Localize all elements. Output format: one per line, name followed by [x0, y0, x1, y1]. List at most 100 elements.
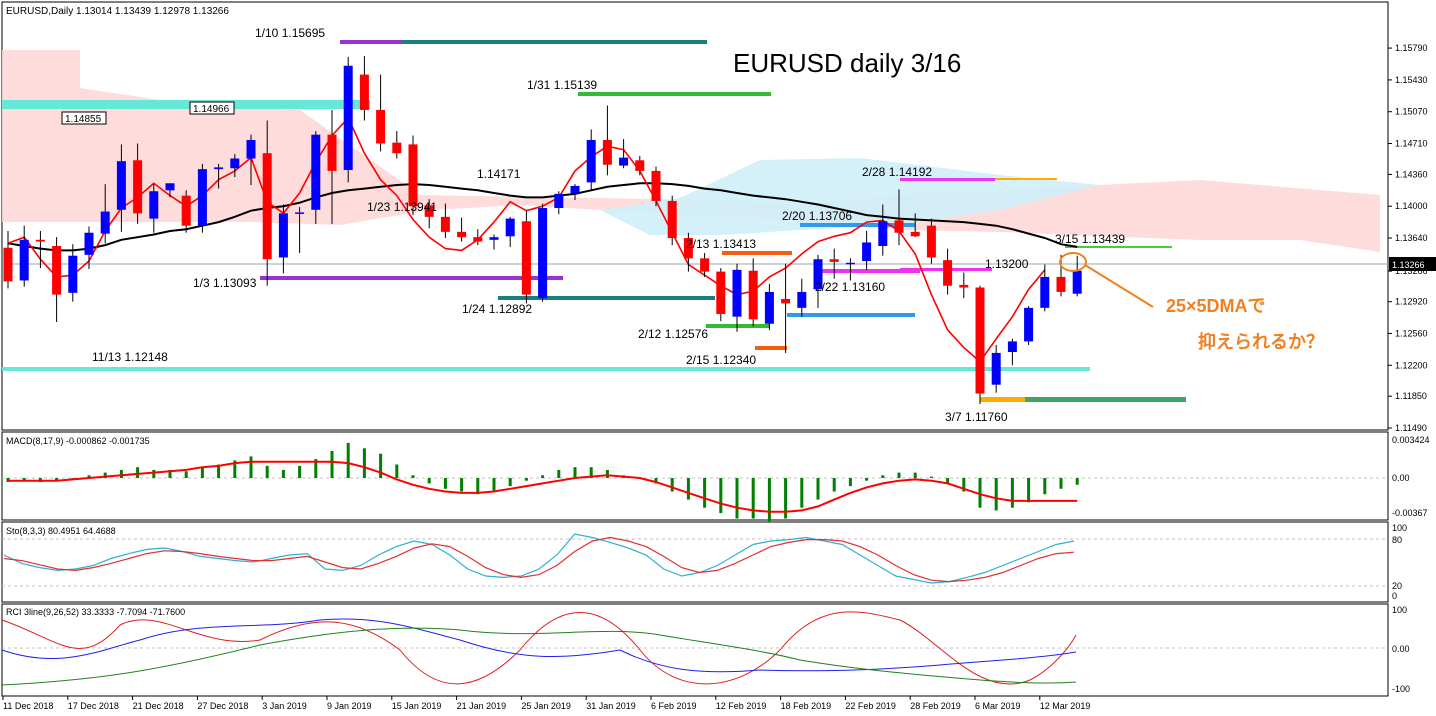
macd-label: MACD(8,17,9) -0.000862 -0.001735 — [6, 436, 150, 446]
candle-body — [311, 134, 321, 210]
price-tick-label: 1.11850 — [1395, 391, 1427, 401]
date-tick-label: 11 Dec 2018 — [3, 701, 53, 711]
support-resistance-lines — [2, 40, 1388, 402]
macd-bar — [87, 475, 91, 478]
candle-body — [959, 284, 969, 288]
annot-2-22: 2/22 1.13160 — [815, 280, 885, 294]
macd-bar — [994, 478, 998, 511]
price-tick-label: 1.12200 — [1395, 360, 1428, 370]
candle-body — [35, 239, 45, 242]
date-axis: 11 Dec 2018 17 Dec 2018 21 Dec 2018 27 Dec … — [2, 696, 1090, 711]
candle-body — [343, 65, 353, 171]
candle-body — [133, 160, 143, 214]
date-tick-label: 28 Feb 2019 — [910, 701, 961, 711]
chart-title: EURUSD daily 3/16 — [733, 48, 961, 78]
candle-body — [586, 139, 596, 183]
candle-body — [68, 255, 78, 293]
macd-bar — [330, 451, 334, 478]
annot-1-24-high: 1.14171 — [477, 167, 521, 181]
rci-label: RCI 3line(9,26,52) 33.3333 -7.7094 -71.7… — [6, 607, 185, 617]
macd-bar — [314, 459, 318, 478]
annot-1-31: 1/31 1.15139 — [527, 78, 597, 92]
sto-pane — [1, 521, 1389, 603]
main-header: EURUSD,Daily 1.13014 1.13439 1.12978 1.1… — [6, 6, 229, 17]
macd-bar — [443, 478, 447, 489]
macd-bar — [719, 478, 723, 514]
annot-2-20: 2/20 1.13706 — [782, 209, 852, 223]
macd-bar — [589, 467, 593, 478]
macd-bar — [816, 478, 820, 500]
macd-bar — [200, 467, 204, 478]
candle-body — [489, 237, 499, 240]
date-tick-label: 22 Feb 2019 — [845, 701, 896, 711]
highlight-circle — [1059, 252, 1087, 272]
candle-body — [52, 245, 62, 295]
candle-body — [149, 191, 159, 219]
candle-body — [327, 134, 337, 171]
date-tick-label: 25 Jan 2019 — [521, 701, 571, 711]
price-tick-label: 1.15430 — [1395, 75, 1428, 85]
stochastic-lines — [3, 533, 1075, 584]
candle-body — [214, 167, 224, 170]
candle-body — [651, 170, 661, 201]
candle-body — [602, 139, 612, 165]
sto-tick: 100 — [1392, 523, 1407, 533]
date-tick-label: 27 Dec 2018 — [197, 701, 248, 711]
annot-2-15: 2/15 1.12340 — [686, 353, 756, 367]
annot-2-12: 2/12 1.12576 — [638, 327, 708, 341]
sto-tick: 0 — [1392, 591, 1397, 601]
annot-1-13200: 1.13200 — [985, 257, 1029, 271]
candle-body — [19, 239, 29, 281]
candle-body — [1072, 270, 1082, 294]
candle-body — [424, 205, 434, 217]
date-tick-label: 21 Dec 2018 — [133, 701, 184, 711]
macd-bar — [55, 478, 59, 481]
annot-2-13: 2/13 1.13413 — [686, 237, 756, 251]
macd-bar — [184, 471, 188, 478]
candle-body — [926, 225, 936, 258]
candle-body — [230, 158, 240, 169]
macd-bar — [913, 472, 917, 478]
rci-tick: 0.00 — [1392, 644, 1410, 654]
candle-body — [165, 183, 175, 191]
rci-tick: -100 — [1392, 684, 1410, 694]
sto-tick: 20 — [1392, 581, 1402, 591]
price-tick-label: 1.15790 — [1395, 43, 1428, 53]
annot-3-7: 3/7 1.11760 — [945, 410, 1008, 424]
macd-bar — [379, 453, 383, 478]
annot-2-28: 2/28 1.14192 — [862, 165, 932, 179]
date-tick-label: 6 Feb 2019 — [651, 701, 697, 711]
macd-bar — [573, 467, 577, 478]
candle-body — [457, 231, 467, 238]
price-box-1-14855: 1.14855 — [61, 111, 107, 125]
price-axis: 1.15790 1.15430 1.15070 1.14710 1.14360 1.140… — [1388, 43, 1428, 433]
date-tick-label: 21 Jan 2019 — [457, 701, 507, 711]
candle-body — [278, 213, 288, 258]
candle-body — [716, 271, 726, 315]
macd-bar — [978, 478, 982, 508]
price-box-label: 1.14855 — [65, 114, 102, 125]
macd-tick: -0.00367 — [1392, 508, 1428, 518]
candle-body — [829, 259, 839, 262]
candle-body — [3, 247, 13, 282]
macd-bar — [767, 478, 771, 522]
note-line-1: 25×5DMAで — [1166, 296, 1266, 316]
price-box-label: 1.14966 — [193, 104, 230, 115]
annot-1-3: 1/3 1.13093 — [193, 276, 257, 290]
macd-histogram — [6, 442, 1079, 522]
macd-tick: 0.003424 — [1392, 435, 1430, 445]
macd-bar — [751, 478, 755, 519]
macd-bar — [22, 478, 26, 481]
macd-bar — [508, 478, 512, 487]
candle-body — [505, 218, 515, 237]
candle-body — [1007, 341, 1017, 353]
macd-bar — [281, 469, 285, 478]
macd-bar — [1043, 478, 1047, 495]
candle-body — [181, 195, 191, 226]
macd-bar — [168, 469, 172, 478]
macd-bar — [946, 478, 950, 484]
candle-body — [862, 242, 872, 262]
macd-bar — [476, 478, 480, 495]
date-tick-label: 15 Jan 2019 — [392, 701, 442, 711]
price-tick-label: 1.12560 — [1395, 328, 1428, 338]
